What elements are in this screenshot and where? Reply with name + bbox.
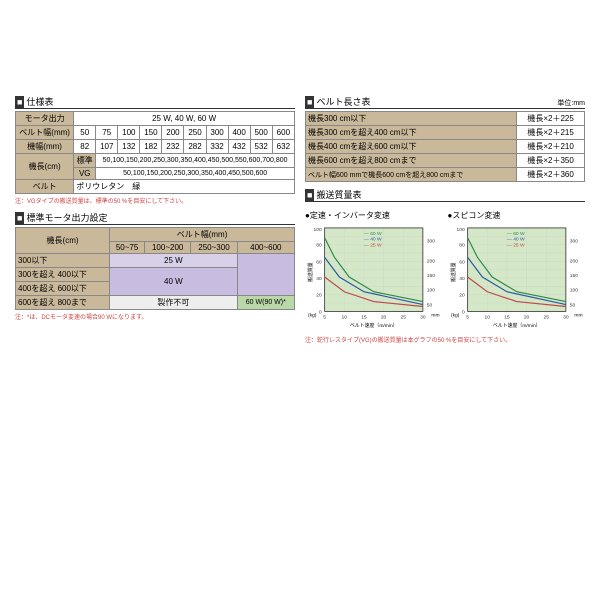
svg-text:15: 15: [361, 314, 367, 320]
svg-text:— 40 W: — 40 W: [364, 237, 382, 243]
beltlen-table: 機長300 cm以下機長×2＋225 機長300 cmを超え400 cm以下機長…: [305, 111, 585, 182]
motor-title-row: ■標準モータ出力設定: [15, 211, 295, 225]
svg-text:(kg): (kg): [450, 312, 459, 318]
svg-text:— 25 W: — 25 W: [506, 243, 524, 249]
spec-square: ■: [15, 96, 24, 108]
svg-text:25: 25: [400, 314, 406, 320]
chart2: ●スピコン変速 020406080100 5101: [448, 210, 586, 333]
svg-text:ベルト速度（m/min）: ベルト速度（m/min）: [350, 322, 398, 329]
svg-text:mm: mm: [431, 313, 439, 318]
svg-text:150: 150: [427, 273, 435, 279]
motor-table: 機長(cm) ベルト幅(mm) 50~75100~200250~300400~6…: [15, 227, 295, 310]
spec-table: モータ出力25 W, 40 W, 60 W ベルト幅(mm) 507510015…: [15, 111, 295, 194]
svg-text:60: 60: [316, 259, 322, 265]
svg-text:300: 300: [427, 239, 435, 245]
mass-title-row: ■搬送質量表: [305, 188, 585, 202]
spec-r0-val: 25 W, 40 W, 60 W: [74, 112, 295, 126]
svg-text:50: 50: [569, 302, 575, 308]
svg-text:搬送質量: 搬送質量: [449, 262, 456, 282]
charts: ●定速・インバータ変速 020406080100: [305, 210, 585, 333]
svg-text:ベルト速度（m/min）: ベルト速度（m/min）: [492, 322, 540, 329]
svg-text:40: 40: [316, 276, 322, 282]
svg-text:(kg): (kg): [308, 312, 317, 318]
spec-note: 注：VGタイプの搬送質量は、標準の50 %を目安にして下さい。: [15, 196, 295, 205]
svg-text:— 40 W: — 40 W: [506, 237, 524, 243]
svg-text:25: 25: [543, 314, 549, 320]
svg-text:150: 150: [569, 273, 577, 279]
spec-r0-label: モータ出力: [16, 112, 74, 126]
svg-text:— 25 W: — 25 W: [364, 243, 382, 249]
svg-text:20: 20: [381, 314, 387, 320]
svg-text:300: 300: [569, 239, 577, 245]
svg-text:0: 0: [319, 309, 322, 315]
svg-text:100: 100: [569, 288, 577, 294]
beltlen-title-row: ■ベルト長さ表 単位:mm: [305, 95, 585, 109]
svg-text:0: 0: [461, 309, 464, 315]
beltlen-title: ベルト長さ表: [316, 97, 370, 107]
svg-text:80: 80: [316, 243, 322, 249]
spec-title-row: ■仕様表: [15, 95, 295, 109]
chart1: ●定速・インバータ変速 020406080100: [305, 210, 443, 333]
svg-text:搬送質量: 搬送質量: [307, 262, 314, 282]
svg-text:60: 60: [459, 259, 465, 265]
mass-note: 注：蛇行レスタイプ(VG)の搬送質量は本グラフの50 %を目安にして下さい。: [305, 335, 585, 344]
svg-text:10: 10: [342, 314, 348, 320]
svg-text:— 60 W: — 60 W: [364, 231, 382, 237]
spec-title: 仕様表: [26, 97, 53, 107]
svg-text:15: 15: [504, 314, 510, 320]
spec-r1-label: ベルト幅(mm): [16, 126, 74, 140]
svg-text:20: 20: [459, 293, 465, 299]
chart2-svg: 020406080100 51015202530 50100150200300 …: [448, 223, 586, 331]
svg-text:— 60 W: — 60 W: [506, 231, 524, 237]
svg-text:40: 40: [459, 276, 465, 282]
svg-text:30: 30: [563, 314, 569, 320]
svg-text:200: 200: [427, 258, 435, 264]
svg-text:5: 5: [323, 314, 326, 320]
svg-text:5: 5: [466, 314, 469, 320]
svg-text:30: 30: [420, 314, 426, 320]
motor-title: 標準モータ出力設定: [26, 213, 107, 223]
svg-text:mm: mm: [574, 313, 582, 318]
svg-text:100: 100: [427, 288, 435, 294]
svg-text:50: 50: [427, 302, 433, 308]
svg-text:100: 100: [314, 227, 322, 233]
svg-text:80: 80: [459, 243, 465, 249]
spec-r2-label: 機幅(mm): [16, 140, 74, 154]
motor-note: 注：*は、DCモータ変速の場合90 Wになります。: [15, 312, 295, 321]
spec-r4-label: ベルト: [16, 180, 74, 194]
svg-text:200: 200: [569, 258, 577, 264]
chart1-svg: 020406080100 51015202530 50100150200300 …: [305, 223, 443, 331]
mass-title: 搬送質量表: [316, 190, 361, 200]
svg-text:20: 20: [316, 293, 322, 299]
svg-text:10: 10: [484, 314, 490, 320]
svg-text:20: 20: [523, 314, 529, 320]
spec-r3-label: 機長(cm): [16, 154, 74, 180]
beltlen-unit: 単位:mm: [557, 98, 585, 108]
svg-text:100: 100: [456, 227, 464, 233]
